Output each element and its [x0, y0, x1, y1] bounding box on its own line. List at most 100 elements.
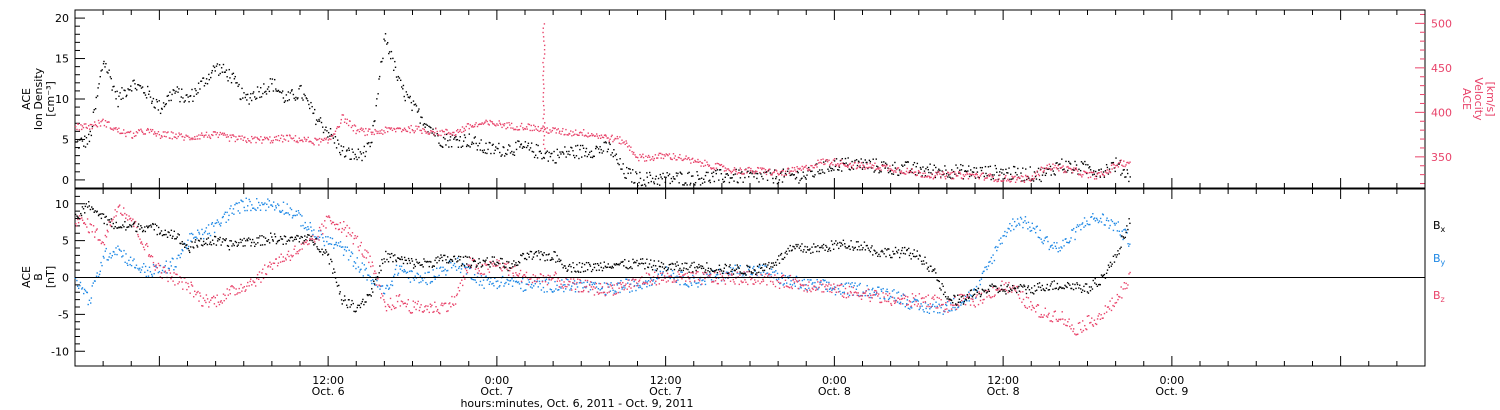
velocity-point [101, 119, 103, 122]
by-point [927, 304, 929, 306]
bx-point [315, 238, 317, 240]
bz-point [265, 273, 268, 276]
bz-point [589, 284, 591, 286]
by-point [579, 280, 582, 282]
bz-point [561, 285, 563, 288]
bz-point [393, 307, 396, 310]
by-point [842, 285, 845, 287]
by-point [825, 288, 827, 290]
by-point [695, 282, 697, 285]
bz-point [792, 279, 794, 281]
by-point [245, 197, 247, 199]
by-point [237, 210, 239, 212]
by-point [812, 282, 814, 284]
density-point [868, 159, 871, 162]
velocity-point [136, 132, 139, 134]
density-point [176, 86, 179, 88]
bz-point [648, 273, 650, 275]
bz-point [1077, 333, 1079, 335]
velocity-point [585, 135, 588, 137]
density-point [105, 62, 107, 65]
density-point [955, 164, 957, 166]
by-point [379, 288, 381, 290]
by-point [922, 309, 924, 311]
bz-point [328, 216, 331, 219]
velocity-point [943, 172, 945, 175]
velocity-point [647, 154, 650, 157]
density-point [1112, 161, 1115, 164]
density-point [210, 72, 213, 74]
bx-point [339, 291, 341, 293]
density-point [891, 173, 893, 175]
velocity-point [91, 123, 93, 126]
bx-point [424, 260, 426, 263]
density-point [1012, 165, 1015, 168]
by-point [349, 255, 352, 257]
velocity-point [837, 165, 840, 167]
bz-point [338, 228, 341, 230]
bz-point [369, 255, 371, 257]
density-point [500, 155, 502, 157]
velocity-point [625, 140, 627, 142]
density-point [286, 100, 289, 102]
bz-point [157, 262, 160, 265]
bz-point [129, 217, 132, 220]
bz-point [660, 279, 663, 281]
by-point [716, 273, 719, 276]
bz-point [468, 264, 471, 267]
by-point [990, 256, 993, 259]
velocity-point [736, 173, 738, 175]
density-point [640, 184, 643, 187]
by-point [207, 224, 210, 226]
velocity-point [690, 162, 692, 164]
velocity-point [984, 177, 986, 179]
density-point [922, 166, 924, 168]
by-point [957, 306, 960, 308]
velocity-point [788, 172, 791, 175]
by-point [809, 279, 811, 281]
density-point [995, 167, 997, 170]
density-point [704, 174, 707, 177]
by-point [930, 306, 932, 309]
velocity-point [713, 167, 715, 169]
density-point [657, 177, 660, 180]
bz-point [804, 284, 806, 286]
bx-point [378, 272, 380, 274]
by-point [613, 292, 615, 294]
bz-point [939, 305, 941, 307]
bz-point [253, 281, 256, 284]
bx-point [385, 250, 387, 253]
by-point [139, 267, 141, 270]
bz-point [523, 274, 525, 276]
by-point [999, 243, 1002, 245]
by-point [104, 250, 106, 252]
by-point [935, 301, 937, 303]
velocity-point [787, 167, 789, 169]
by-point [370, 280, 372, 282]
bz-point [841, 295, 844, 297]
density-point [437, 135, 439, 137]
by-point [621, 288, 623, 290]
bz-point [108, 221, 110, 223]
density-point [777, 181, 780, 184]
by-point [504, 282, 506, 285]
by-point [794, 285, 797, 287]
density-point [322, 131, 325, 134]
by-point [88, 299, 91, 302]
velocity-point [1106, 169, 1109, 171]
velocity-point [870, 166, 872, 168]
velocity-point [371, 133, 373, 135]
by-point [317, 238, 319, 240]
density-point [372, 124, 374, 127]
velocity-point [179, 134, 181, 136]
bz-point [703, 273, 705, 275]
velocity-point [920, 175, 922, 178]
bz-point [556, 280, 559, 282]
density-point [806, 174, 808, 176]
by-point [948, 309, 950, 312]
density-point [99, 75, 101, 78]
by-point [530, 283, 533, 286]
bx-point [190, 246, 192, 248]
density-point [276, 90, 279, 92]
